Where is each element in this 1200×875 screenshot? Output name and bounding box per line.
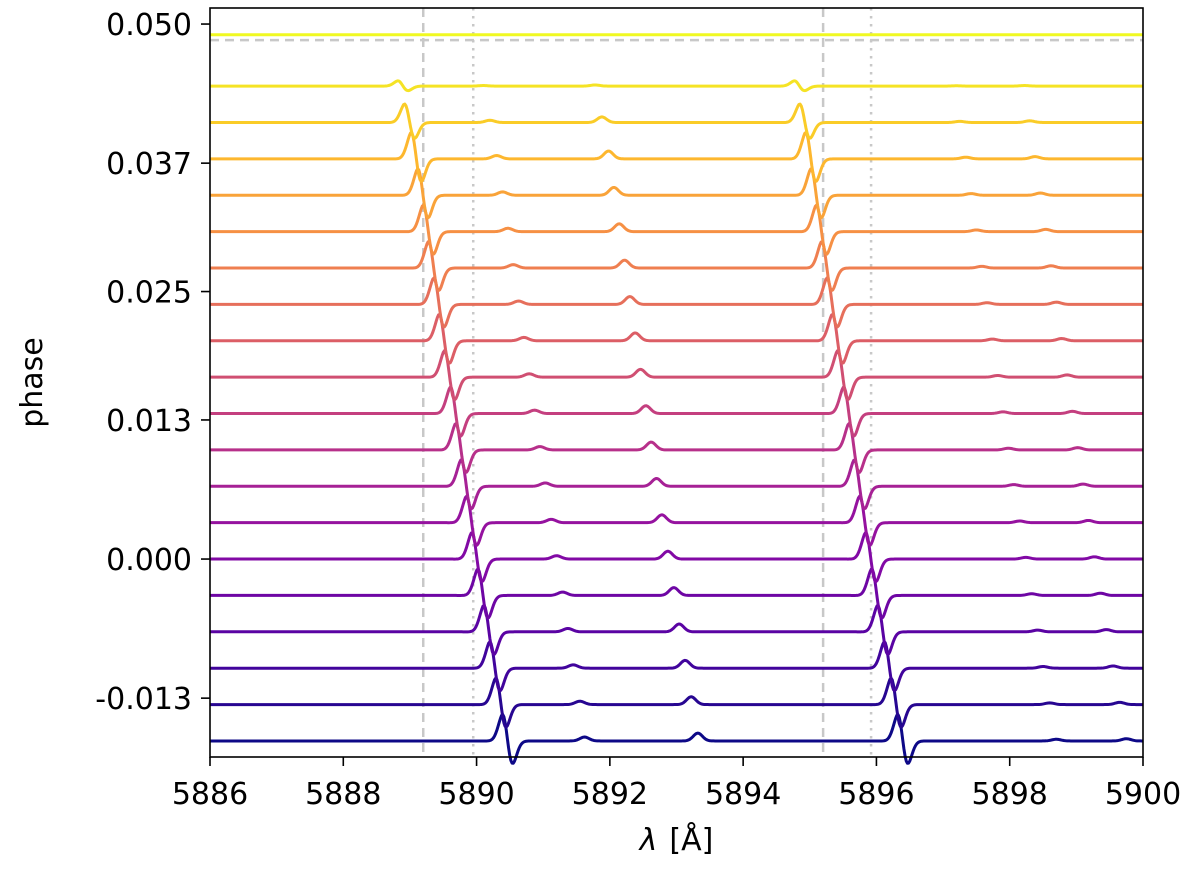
y-axis-label: phase	[15, 337, 50, 428]
axes-frame	[209, 7, 1144, 758]
spectrum-line-17	[209, 131, 1144, 183]
x-tick-label: 5892	[572, 777, 648, 812]
spectrum-line-13	[209, 276, 1144, 329]
y-tick-label: 0.050	[106, 8, 192, 43]
x-tick-label: 5890	[438, 777, 514, 812]
spectrum-line-18	[209, 102, 1144, 140]
spectrum-line-19	[209, 79, 1144, 93]
spectrum-line-5	[209, 567, 1144, 620]
x-tick-label: 5886	[172, 777, 248, 812]
spectrum-line-3	[209, 640, 1144, 693]
x-tick-label: 5896	[838, 777, 914, 812]
spectrum-line-1	[209, 713, 1144, 765]
y-axis-ticks: -0.013 0.000 0.013 0.025 0.037 0.050	[95, 8, 210, 717]
spectrum-line-16	[209, 167, 1144, 220]
x-tick-label: 5894	[705, 777, 781, 812]
x-axis-label: λ [Å]	[638, 822, 714, 858]
x-tick-label: 5900	[1105, 777, 1181, 812]
spectrum-line-4	[209, 603, 1144, 656]
x-axis-label-unit: [Å]	[669, 822, 713, 858]
spectrum-line-6	[209, 531, 1144, 584]
spectrum-line-14	[209, 240, 1144, 293]
spectrum-line-11	[209, 349, 1144, 402]
y-tick-label: 0.037	[106, 147, 192, 182]
y-tick-label: 0.000	[106, 543, 192, 578]
spectrum-line-15	[209, 203, 1144, 256]
y-tick-label: 0.025	[106, 276, 192, 311]
spectrum-line-9	[209, 421, 1144, 474]
spectrum-series	[209, 33, 1144, 765]
x-tick-label: 5898	[972, 777, 1048, 812]
y-tick-label: -0.013	[95, 682, 192, 717]
spectrum-line-2	[209, 676, 1144, 729]
spectrum-line-10	[209, 385, 1144, 438]
x-tick-label: 5888	[305, 777, 381, 812]
spectrum-line-12	[209, 313, 1144, 365]
spectrum-line-8	[209, 458, 1144, 511]
x-axis-ticks: 5886 5888 5890 5892 5894 5896 5898 5900	[172, 757, 1181, 812]
spectrum-line-7	[209, 494, 1144, 547]
y-tick-label: 0.013	[106, 404, 192, 439]
x-axis-label-variable: λ	[638, 823, 658, 858]
